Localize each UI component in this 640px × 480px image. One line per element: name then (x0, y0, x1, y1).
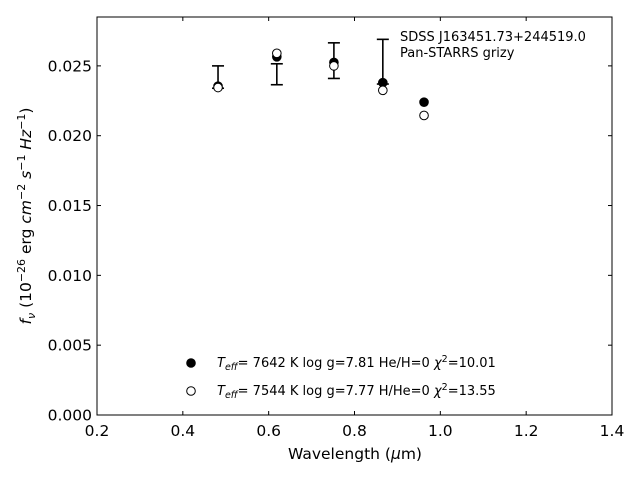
model-point-open (213, 82, 223, 93)
legend-marker-open (186, 386, 196, 396)
annotation-object-name: SDSS J163451.73+244519.0 (400, 30, 586, 45)
x-tick-label: 1.4 (600, 422, 625, 440)
y-tick-label: 0.020 (48, 127, 92, 145)
annotation-survey: Pan-STARRS grizy (400, 46, 515, 61)
model-point-open (378, 85, 388, 96)
y-tick-label: 0.005 (48, 337, 92, 355)
legend-marker-filled (186, 358, 196, 368)
plot-area: 0.2 0.4 0.6 0.8 1.0 1.2 1.4 0.000 0.005 0.010 0.01… (48, 16, 625, 440)
x-tick-label: 1.2 (514, 422, 539, 440)
annotation-block: SDSS J163451.73+244519.0 Pan-STARRS griz… (400, 30, 586, 61)
model-point-filled (419, 97, 429, 107)
legend-entry-filled: Teff= 7642 K log g=7.81 He/H=0 χ2=10.01 (217, 354, 496, 373)
y-tick-label: 0.000 (48, 407, 92, 425)
x-axis-label: Wavelength (μm) (288, 445, 422, 463)
y-tick-label: 0.025 (48, 57, 92, 75)
legend-entry-open: Teff= 7544 K log g=7.77 H/He=0 χ2=13.55 (217, 382, 496, 401)
x-tick-label: 0.4 (171, 422, 196, 440)
y-axis-label: fν (10−26 erg cm−2 s−1 Hz−1) (15, 108, 38, 325)
y-tick-label: 0.015 (48, 197, 92, 215)
y-tick-label: 0.010 (48, 267, 92, 285)
x-tick-label: 1.0 (428, 422, 453, 440)
x-tick-label: 0.8 (342, 422, 367, 440)
model-point-open (419, 110, 429, 121)
model-point-open (329, 61, 339, 71)
x-tick-label: 0.6 (256, 422, 281, 440)
legend: Teff= 7642 K log g=7.81 He/H=0 χ2=10.01 … (186, 354, 496, 401)
model-point-open (272, 48, 282, 59)
x-tick-label: 0.2 (85, 422, 110, 440)
